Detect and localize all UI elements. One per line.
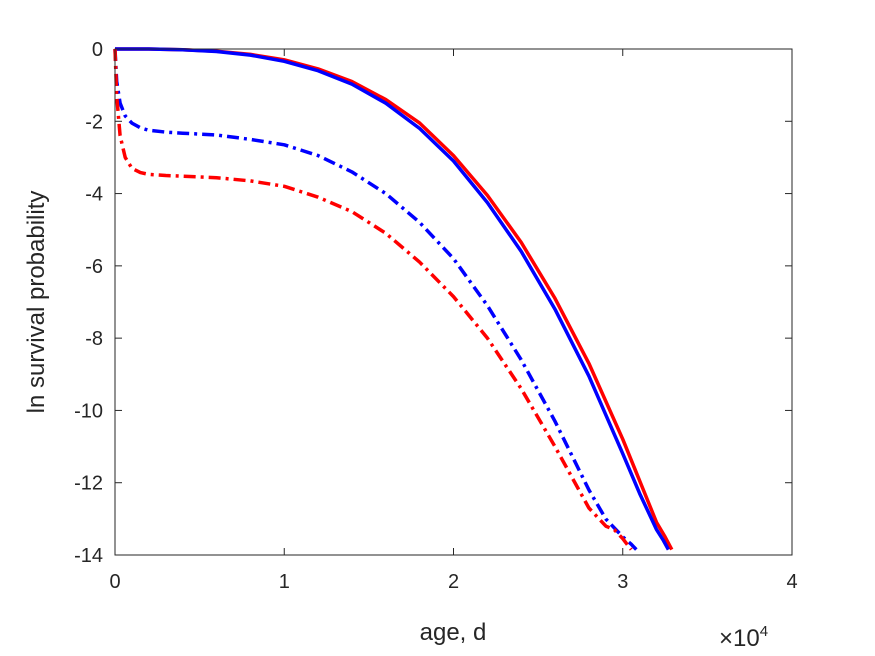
x-tick-label-1: 1 [279, 571, 290, 593]
y-tick-label-1: -2 [85, 111, 103, 133]
x-exponent-label: ×104 [719, 623, 768, 652]
y-tick-label-4: -8 [85, 328, 103, 350]
x-exponent-base: ×10 [719, 625, 760, 652]
series-line-2 [113, 48, 638, 551]
y-tick-label-6: -12 [74, 473, 103, 495]
y-tick-label-2: -4 [85, 184, 103, 206]
x-axis-title: age, d [420, 619, 487, 646]
y-tick-label-5: -10 [74, 400, 103, 422]
labels-layer: 0 1 2 3 4 0 -2 -4 -6 -8 -10 -12 -14 [74, 39, 797, 593]
y-tick-label-7: -14 [74, 545, 103, 567]
plot-area [115, 49, 792, 555]
x-tick-label-2: 2 [448, 571, 459, 593]
x-tick-label-0: 0 [109, 571, 120, 593]
x-tick-label-4: 4 [786, 571, 797, 593]
x-exponent-power: 4 [760, 623, 768, 640]
series-line-3 [113, 48, 633, 551]
ticks-layer [114, 48, 793, 556]
y-tick-label-3: -6 [85, 256, 103, 278]
series-line-1 [115, 47, 670, 551]
y-axis-title: ln survival probability [23, 191, 50, 414]
series-layer [113, 47, 674, 551]
x-tick-label-3: 3 [617, 571, 628, 593]
y-tick-label-0: 0 [92, 39, 103, 61]
